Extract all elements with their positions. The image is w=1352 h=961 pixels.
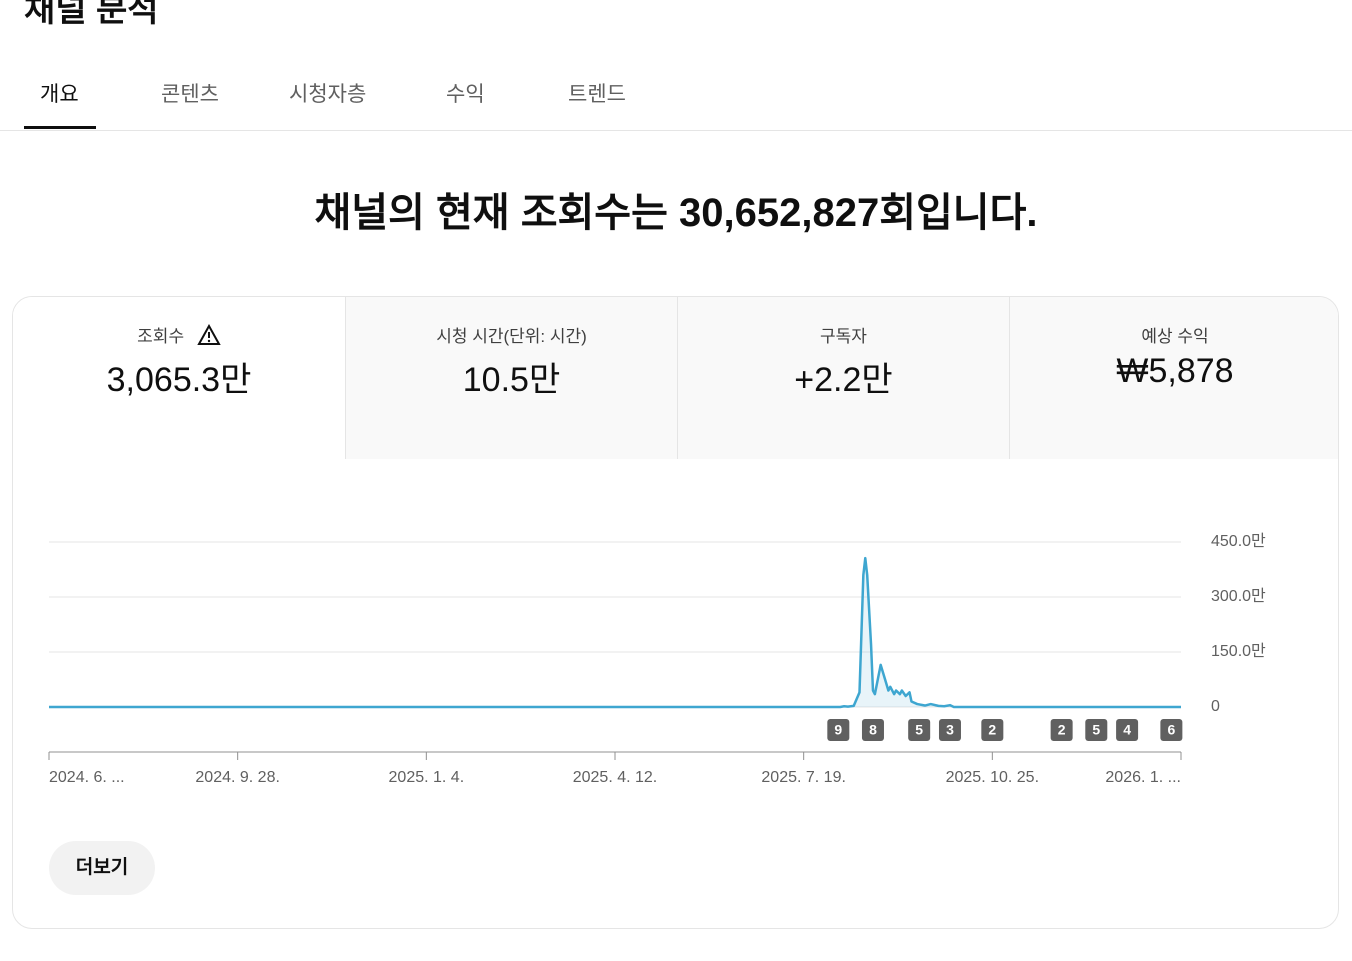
upload-marker — [908, 719, 931, 741]
metric-tab[interactable]: 예상 수익 ₩5,878 — [1009, 297, 1338, 459]
x-tick-label: 2024. 9. 28. — [195, 769, 280, 786]
x-tick-label: 2025. 10. 25. — [946, 769, 1039, 786]
x-tick-label: 2025. 4. 12. — [573, 769, 658, 786]
metric-tab[interactable]: 시청 시간(단위: 시간) 10.5만 — [345, 297, 677, 459]
metric-value: ₩5,878 — [1116, 352, 1234, 390]
metric-label: 시청 시간(단위: 시간) — [436, 327, 587, 346]
metric-label: 조회수 — [137, 327, 185, 346]
upload-count: 4 — [1123, 722, 1131, 738]
more-button[interactable]: 더보기 — [49, 841, 155, 895]
upload-marker — [1085, 719, 1108, 741]
upload-marker — [827, 719, 850, 741]
upload-count: 3 — [946, 722, 954, 738]
tab[interactable]: 개요 — [40, 83, 79, 106]
upload-count: 5 — [1092, 722, 1100, 738]
upload-marker — [861, 719, 884, 741]
upload-count: 2 — [1058, 722, 1066, 738]
tab[interactable]: 콘텐츠 — [161, 83, 219, 106]
metric-label: 구독자 — [820, 327, 867, 346]
upload-count: 5 — [915, 722, 923, 738]
upload-count: 8 — [869, 722, 877, 738]
y-tick-label: 150.0만 — [1211, 642, 1266, 660]
line — [49, 556, 1181, 709]
y-tick-label: 300.0만 — [1211, 587, 1266, 605]
headline: 채널의 현재 조회수는 30,652,827회입니다. — [314, 191, 1038, 235]
metric-tab[interactable]: 구독자 +2.2만 — [677, 297, 1009, 459]
metric-value: +2.2만 — [794, 361, 893, 399]
upload-count: 2 — [988, 722, 996, 738]
upload-count: 9 — [834, 722, 842, 738]
metric-tab[interactable]: 조회수 3,065.3만 — [13, 297, 345, 459]
metric-label: 예상 수익 — [1141, 327, 1209, 346]
x-tick-label: 2025. 1. 4. — [389, 769, 465, 786]
page-title: 채널 분석 — [24, 0, 159, 29]
metric-value: 3,065.3만 — [106, 361, 252, 399]
metric-value: 10.5만 — [462, 361, 561, 399]
warning-icon — [197, 323, 221, 345]
tab[interactable]: 트렌드 — [568, 83, 626, 106]
tab[interactable]: 시청자층 — [289, 83, 367, 106]
area — [49, 558, 1181, 707]
upload-count: 6 — [1167, 722, 1175, 738]
overview-card: 조회수 3,065.3만 시청 시간(단위: 시간) 10.5만 구독자 +2.… — [12, 296, 1339, 929]
upload-marker — [981, 719, 1004, 741]
divider — [0, 130, 1352, 131]
upload-marker — [1160, 719, 1183, 741]
x-tick-label: 2026. 1. ... — [1105, 769, 1181, 786]
x-tick-label: 2024. 6. ... — [49, 769, 125, 786]
upload-marker — [938, 719, 961, 741]
y-tick-label: 0 — [1211, 698, 1220, 715]
upload-marker — [1116, 719, 1139, 741]
upload-marker — [1050, 719, 1073, 741]
y-tick-label: 450.0만 — [1211, 532, 1266, 550]
tab-indicator — [24, 126, 96, 129]
x-tick-label: 2025. 7. 19. — [761, 769, 846, 786]
tab[interactable]: 수익 — [446, 83, 485, 106]
